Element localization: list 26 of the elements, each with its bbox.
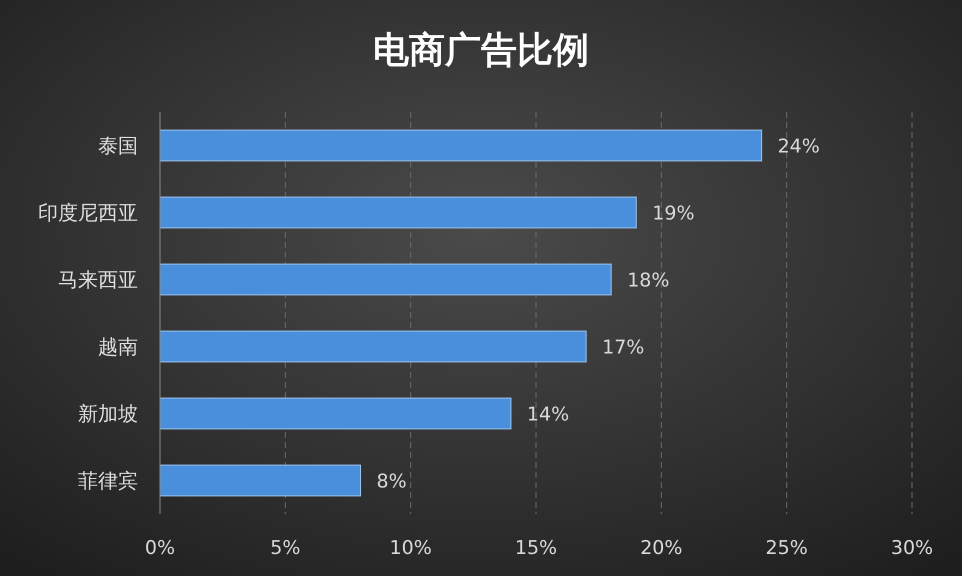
- bar: [160, 398, 512, 430]
- x-tick-label: 25%: [766, 537, 808, 559]
- x-tick-label: 10%: [390, 537, 432, 559]
- x-tick-label: 20%: [640, 537, 682, 559]
- y-tick-label: 菲律宾: [78, 468, 138, 492]
- data-label: 18%: [627, 270, 670, 292]
- bar: [160, 264, 612, 296]
- bar: [160, 130, 762, 162]
- y-tick-label: 泰国: [98, 134, 138, 158]
- y-tick-label: 马来西亚: [58, 268, 138, 292]
- y-tick-label: 新加坡: [78, 402, 138, 426]
- data-label: 17%: [602, 336, 644, 358]
- data-label: 14%: [526, 404, 570, 426]
- y-tick-label: 印度尼西亚: [38, 200, 138, 224]
- data-label: 8%: [376, 470, 407, 492]
- chart-title: 电商广告比例: [373, 30, 589, 71]
- data-label: 19%: [652, 202, 694, 224]
- data-label: 24%: [778, 136, 820, 158]
- bar: [160, 464, 362, 496]
- bar: [160, 196, 637, 228]
- x-tick-label: 5%: [270, 537, 300, 559]
- x-tick-label: 15%: [514, 537, 558, 559]
- x-tick-label: 30%: [890, 537, 934, 559]
- y-tick-label: 越南: [98, 334, 138, 358]
- x-tick-label: 0%: [144, 537, 176, 559]
- bar: [160, 330, 587, 362]
